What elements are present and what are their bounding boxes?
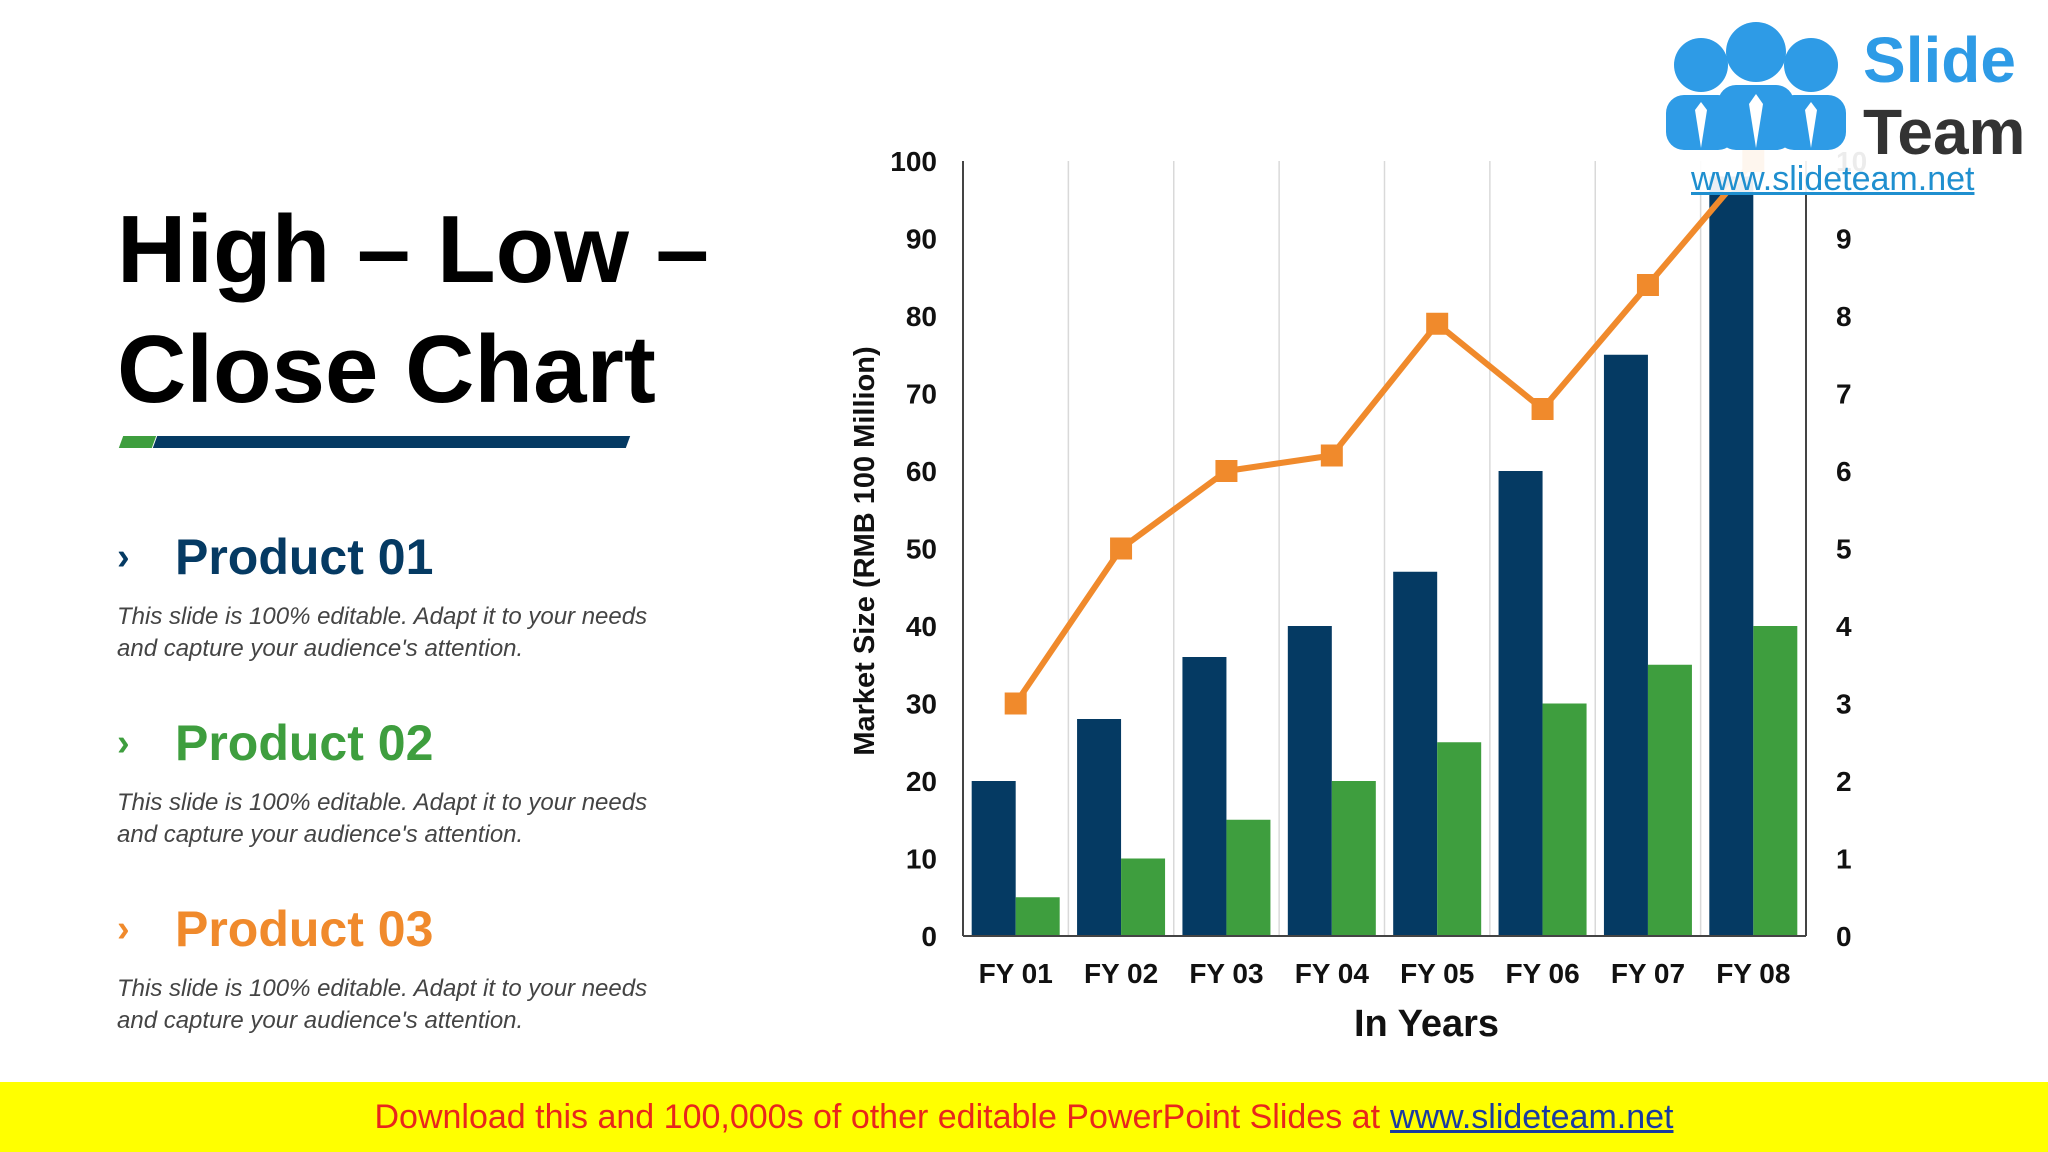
bar-series-2-fy-06 [1542,703,1587,936]
bar-series-1-fy-03 [1182,657,1227,936]
x-axis-title: In Years [1354,1003,1499,1045]
product-01-name: Product 01 [175,529,434,585]
product-01-block: › Product 01 This slide is 100% editable… [117,527,737,665]
chart-line-series [1004,150,1765,715]
product-03-desc-line-2: and capture your audience's attention. [117,1007,524,1034]
bar-series-2-fy-03 [1226,819,1271,936]
y-tick-label-right: 5 [1836,534,1852,565]
y-tick-label-left: 30 [906,689,937,720]
bar-series-2-fy-04 [1331,781,1376,936]
product-02-name: Product 02 [175,715,434,771]
y-tick-label-right: 8 [1836,301,1852,332]
bar-series-1-fy-05 [1393,571,1438,936]
y-tick-label-right: 9 [1836,224,1852,255]
y-tick-label-left: 40 [906,611,937,642]
bar-series-2-fy-02 [1121,858,1166,936]
y-tick-label-left: 20 [906,766,937,797]
y-tick-label-right: 6 [1836,456,1852,487]
bar-series-2-fy-08 [1753,626,1798,936]
x-tick-label: FY 04 [1295,958,1370,989]
product-02-description: This slide is 100% editable. Adapt it to… [117,787,737,851]
line-series-path [1013,159,1756,706]
product-03-description: This slide is 100% editable. Adapt it to… [117,973,737,1037]
bar-series-1-fy-08 [1709,176,1754,936]
y-tick-label-left: 10 [906,844,937,875]
people-icon [1666,22,1846,150]
line-point-fy-07 [1636,274,1659,296]
y-tick-label-left: 0 [921,921,937,952]
product-01-desc-line-1: This slide is 100% editable. Adapt it to… [117,603,648,630]
product-02-block: › Product 02 This slide is 100% editable… [117,713,737,851]
logo-word-team: Team [1863,96,2026,168]
y-tick-label-left: 90 [906,224,937,255]
y-tick-label-right: 3 [1836,689,1852,720]
slideteam-logo: Slide Team www.slideteam.net [1638,0,2048,198]
product-03-desc-line-1: This slide is 100% editable. Adapt it to… [117,975,648,1002]
bar-series-1-fy-02 [1077,719,1122,936]
logo-word-slide: Slide [1863,24,2016,96]
y-tick-label-right: 4 [1836,611,1852,642]
y-tick-label-left: 100 [890,146,937,177]
y-tick-label-right: 0 [1836,921,1852,952]
product-01-desc-line-2: and capture your audience's attention. [117,635,524,662]
bar-series-2-fy-01 [1015,897,1060,936]
banner-link[interactable]: www.slideteam.net [1390,1097,1674,1136]
y-tick-label-left: 80 [906,301,937,332]
chart-bars [971,176,1798,936]
market-size-chart: 0102030405060708090100012345678910FY 01F… [849,146,1867,1045]
y-tick-label-right: 2 [1836,766,1852,797]
product-02-desc-line-1: This slide is 100% editable. Adapt it to… [117,789,648,816]
product-03-block: › Product 03 This slide is 100% editable… [117,899,737,1037]
y-tick-label-left: 50 [906,534,937,565]
slide-title-line-2: Close Chart [117,316,656,423]
y-tick-label-right: 1 [1836,844,1852,875]
chart-axes [962,161,1807,937]
line-point-fy-04 [1320,444,1343,467]
chevron-right-icon: › [117,722,130,764]
banner-message: Download this and 100,000s of other edit… [374,1097,1381,1136]
slide-title: High – Low – Close Chart [117,190,709,430]
product-02-desc-line-2: and capture your audience's attention. [117,821,524,848]
bar-series-2-fy-05 [1437,742,1482,936]
x-tick-label: FY 08 [1716,958,1790,989]
line-point-fy-06 [1531,398,1554,420]
y-tick-label-right: 7 [1836,379,1852,410]
download-banner: Download this and 100,000s of other edit… [0,1082,2048,1152]
product-01-description: This slide is 100% editable. Adapt it to… [117,601,737,665]
bar-series-1-fy-01 [971,781,1016,936]
bar-series-1-fy-04 [1287,626,1332,936]
bar-series-1-fy-07 [1603,354,1648,936]
y-axis-title: Market Size (RMB 100 Million) [849,346,881,755]
bar-series-2-fy-07 [1647,664,1692,936]
product-03-name: Product 03 [175,901,434,957]
y-tick-label-left: 60 [906,456,937,487]
x-tick-label: FY 06 [1505,958,1579,989]
bar-series-1-fy-06 [1498,471,1543,936]
x-tick-label: FY 05 [1400,958,1474,989]
logo-url[interactable]: www.slideteam.net [1691,160,1975,198]
x-tick-label: FY 01 [979,958,1053,989]
line-point-fy-05 [1426,312,1449,335]
line-point-fy-03 [1215,460,1238,482]
chevron-right-icon: › [117,536,130,578]
x-tick-label: FY 03 [1189,958,1263,989]
chevron-right-icon: › [117,908,130,950]
chart-labels: 0102030405060708090100012345678910FY 01F… [849,146,1867,1045]
y-tick-label-left: 70 [906,379,937,410]
line-point-fy-02 [1110,537,1133,560]
line-point-fy-01 [1004,692,1027,715]
slide-title-line-1: High – Low – [117,196,710,303]
x-tick-label: FY 07 [1611,958,1685,989]
x-tick-label: FY 02 [1084,958,1158,989]
